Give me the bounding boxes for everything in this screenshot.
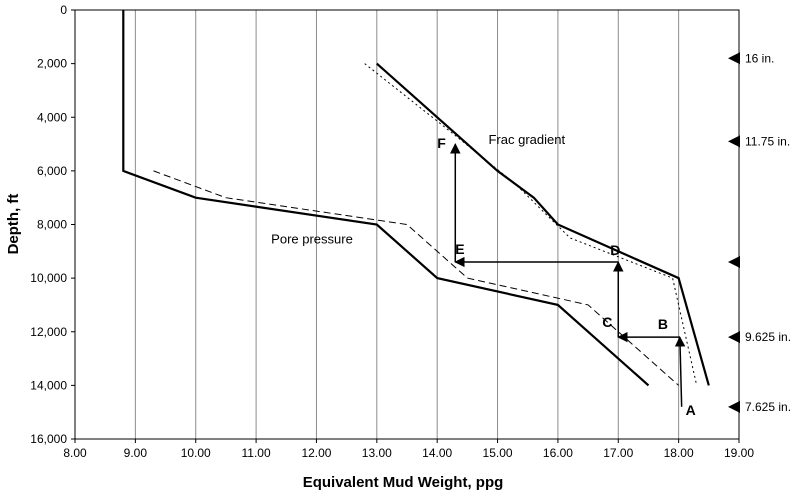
annotation-pore-pressure: Pore pressure <box>271 231 353 246</box>
x-tick-label: 18.00 <box>664 446 694 460</box>
y-tick-label: 8,000 <box>37 218 67 232</box>
casing-shoe-marker <box>728 331 740 344</box>
x-tick-label: 16.00 <box>543 446 573 460</box>
point-labels: Frac gradient Pore pressure A B C D E F <box>271 132 696 418</box>
casing-shoe-marker <box>728 52 740 65</box>
point-label-c: C <box>602 314 612 330</box>
point-label-b: B <box>658 316 668 332</box>
series-frac-gradient <box>376 62 710 386</box>
casing-label: 7.625 in. <box>745 400 791 414</box>
design-arrows <box>450 143 686 407</box>
tick-labels: 8.00 9.00 10.00 11.00 12.00 13.00 14.00 15.00 16… <box>30 3 754 460</box>
y-tick-label: 2,000 <box>37 57 67 71</box>
y-tick-label: 0 <box>60 3 67 17</box>
series-pore-pressure <box>122 10 650 387</box>
plot-frame <box>74 9 740 440</box>
y-tick-label: 6,000 <box>37 164 67 178</box>
x-tick-label: 17.00 <box>603 446 633 460</box>
grid <box>134 10 680 439</box>
casing-shoe-marker <box>728 135 740 148</box>
y-tick-label: 12,000 <box>30 325 67 339</box>
casing-label: 9.625 in. <box>745 330 791 344</box>
x-tick-label: 9.00 <box>124 446 148 460</box>
casing-label: 16 in. <box>745 51 774 65</box>
x-tick-label: 14.00 <box>422 446 452 460</box>
series-dashed-2 <box>153 170 679 386</box>
series-dotted-3 <box>364 63 698 386</box>
arrow-a-to-b <box>674 336 686 407</box>
x-axis-title: Equivalent Mud Weight, ppg <box>303 474 504 491</box>
casing-shoe-marker <box>728 256 740 269</box>
casing-label: 11.75 in. <box>745 134 790 148</box>
y-axis-title: Depth, ft <box>5 194 22 255</box>
x-tick-label: 8.00 <box>63 446 87 460</box>
y-tick-label: 14,000 <box>30 378 67 392</box>
series-lines <box>122 10 710 387</box>
y-tick-label: 10,000 <box>30 271 67 285</box>
x-tick-label: 12.00 <box>301 446 331 460</box>
casing-markers: 16 in. 11.75 in. 9.625 in. 7.625 in. <box>728 51 791 414</box>
annotation-frac-gradient: Frac gradient <box>488 132 565 147</box>
x-tick-label: 13.00 <box>362 446 392 460</box>
point-label-a: A <box>686 402 696 418</box>
x-tick-label: 11.00 <box>242 446 271 460</box>
x-tick-label: 19.00 <box>724 446 754 460</box>
y-tick-label: 16,000 <box>30 432 67 446</box>
x-tick-label: 10.00 <box>181 446 211 460</box>
y-tick-label: 4,000 <box>37 110 67 124</box>
casing-shoe-marker <box>728 400 740 413</box>
point-label-d: D <box>610 242 620 258</box>
point-label-f: F <box>437 135 446 151</box>
point-label-e: E <box>455 241 464 257</box>
x-tick-label: 15.00 <box>483 446 513 460</box>
